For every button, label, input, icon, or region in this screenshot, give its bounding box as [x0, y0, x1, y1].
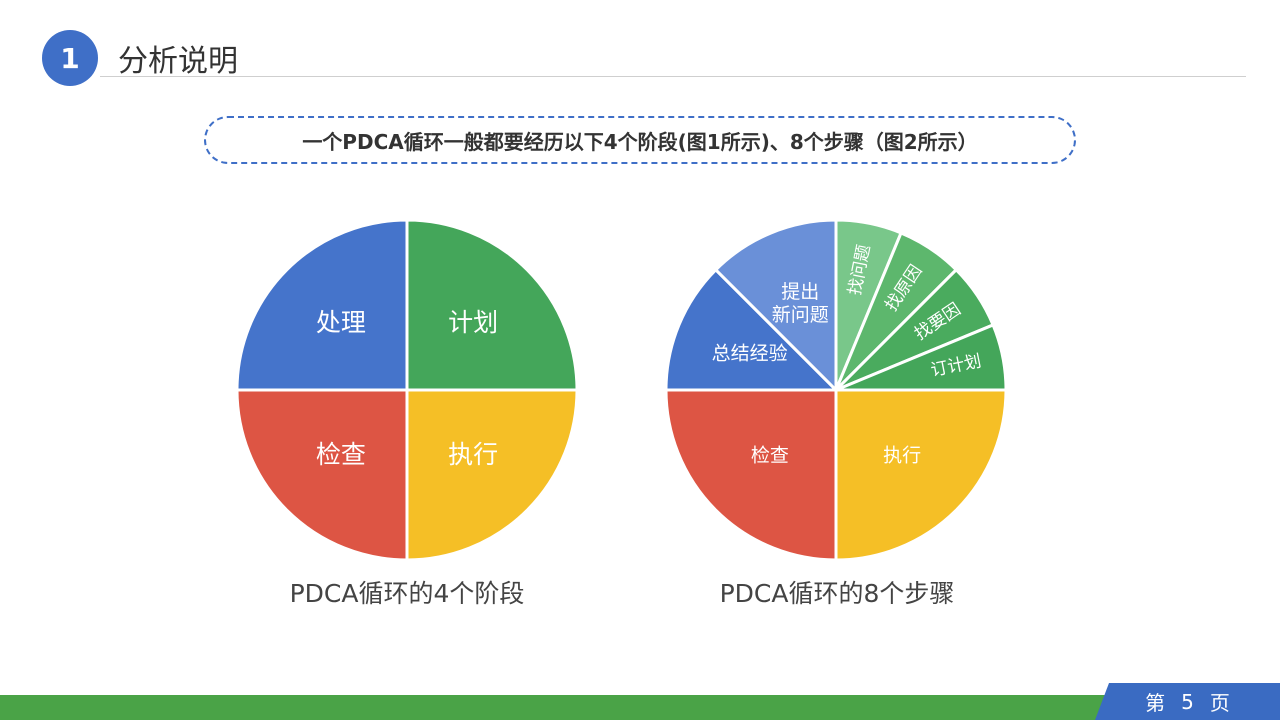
- pie-slice-4: [235, 218, 409, 392]
- footer-bar: [0, 695, 1280, 720]
- pie-slice-2: [405, 388, 579, 562]
- pie-slice-label-4: 处理: [316, 308, 366, 337]
- page-number: 5: [1181, 689, 1194, 714]
- pie-chart-4-stages-caption: PDCA循环的4个阶段: [289, 579, 525, 608]
- page-prefix: 第: [1145, 691, 1166, 715]
- pie-slice-label-7: 总结经验: [712, 343, 788, 365]
- pie-slice-7: [664, 267, 840, 392]
- header-divider: [100, 76, 1246, 77]
- section-title: 分析说明: [118, 44, 238, 79]
- pie-slice-6: [664, 388, 838, 562]
- pie-slice-label-6: 检查: [751, 445, 789, 467]
- pie-slice-3: [235, 388, 409, 562]
- pie-slice-label-5: 执行: [883, 445, 921, 467]
- pie-slice-5: [834, 388, 1008, 562]
- pie-slice-8: [713, 218, 838, 394]
- page-suffix: 页: [1209, 691, 1230, 715]
- pie-slice-1: [405, 218, 579, 392]
- pie-slice-label-1: 计划: [448, 308, 498, 337]
- pie-slice-label-3: 检查: [316, 440, 366, 469]
- summary-callout: 一个PDCA循环一般都要经历以下4个阶段(图1所示)、8个步骤（图2所示）: [204, 116, 1076, 164]
- pie-slice-label-2: 执行: [448, 440, 498, 469]
- section-number-badge: 1: [42, 30, 98, 86]
- page-indicator: 第 5 页: [1095, 683, 1280, 720]
- pie-slice-label-8: 提出新问题: [772, 281, 829, 326]
- summary-text: 一个PDCA循环一般都要经历以下4个阶段(图1所示)、8个步骤（图2所示）: [302, 129, 978, 154]
- pie-chart-8-steps-caption: PDCA循环的8个步骤: [719, 579, 955, 608]
